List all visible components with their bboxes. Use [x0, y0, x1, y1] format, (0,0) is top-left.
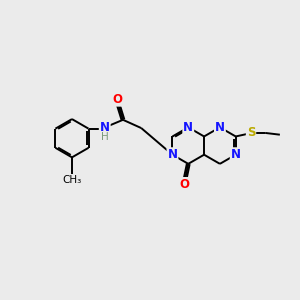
Text: N: N	[183, 121, 193, 134]
Text: O: O	[180, 178, 190, 191]
Text: CH₃: CH₃	[62, 175, 82, 185]
Text: O: O	[113, 93, 123, 106]
Text: N: N	[100, 121, 110, 134]
Text: H: H	[101, 132, 109, 142]
Text: N: N	[167, 148, 178, 161]
Text: N: N	[231, 148, 241, 161]
Text: N: N	[215, 121, 225, 134]
Text: S: S	[247, 126, 255, 139]
